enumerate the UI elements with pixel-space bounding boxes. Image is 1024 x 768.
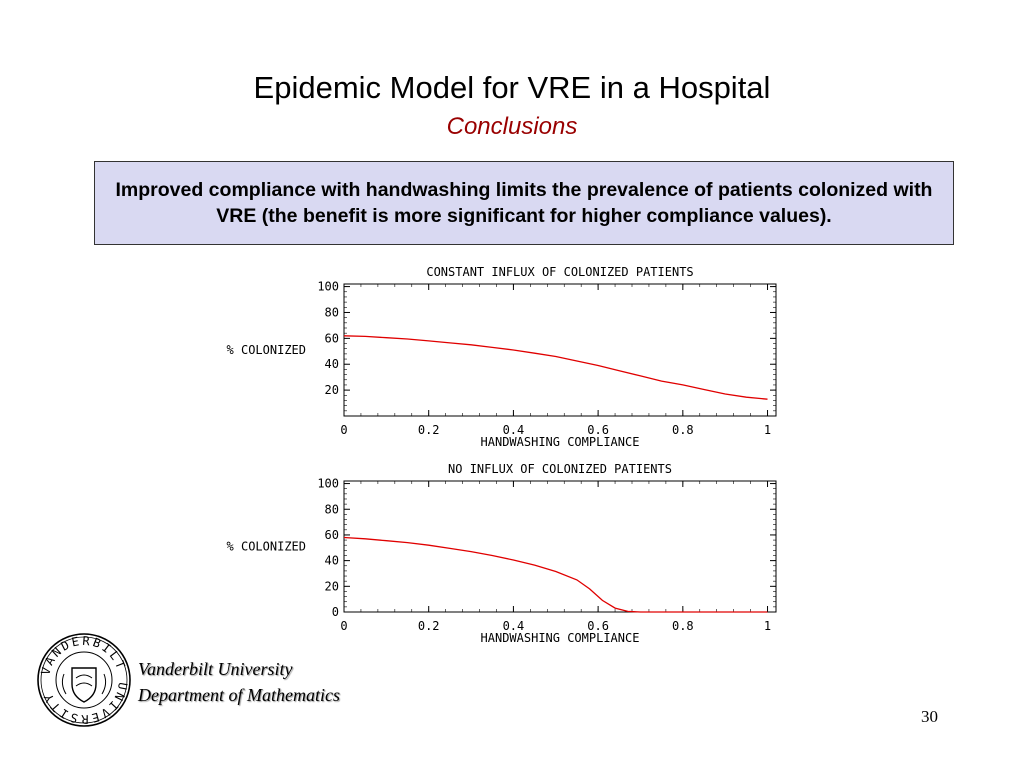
y-tick-label: 20: [325, 383, 339, 397]
conclusion-text: Improved compliance with handwashing lim…: [115, 179, 933, 227]
chart-title: CONSTANT INFLUX OF COLONIZED PATIENTS: [426, 265, 693, 279]
y-tick-label: 80: [325, 305, 339, 319]
x-tick-label: 1: [764, 423, 771, 437]
chart-title: NO INFLUX OF COLONIZED PATIENTS: [448, 462, 672, 476]
conclusion-callout: Improved compliance with handwashing lim…: [94, 161, 954, 245]
x-axis-label: HANDWASHING COMPLIANCE: [481, 435, 640, 449]
y-tick-label: 80: [325, 502, 339, 516]
x-tick-label: 0.2: [418, 619, 440, 633]
x-tick-label: 0.8: [672, 619, 694, 633]
y-tick-label: 40: [325, 554, 339, 568]
series-line: [343, 335, 768, 400]
university-seal: VANDERBILT UNIVERSITY: [36, 632, 132, 733]
y-tick-label: 20: [325, 579, 339, 593]
x-tick-label: 0.6: [587, 619, 609, 633]
slide-subtitle: Conclusions: [446, 113, 578, 140]
series-line: [343, 536, 768, 613]
x-tick-label: 0.2: [418, 423, 440, 437]
x-tick-label: 0: [340, 619, 347, 633]
x-tick-label: 0.6: [587, 423, 609, 437]
plot-frame: [343, 283, 777, 417]
plot-frame: [343, 480, 777, 613]
y-tick-label: 100: [317, 280, 339, 294]
y-tick-label: 60: [325, 331, 339, 345]
y-tick-label: 60: [325, 528, 339, 542]
y-tick-label: 0: [332, 605, 339, 619]
y-axis-label: % COLONIZED: [227, 540, 306, 554]
x-tick-label: 0.4: [503, 619, 525, 633]
footer-university: Vanderbilt University: [138, 659, 293, 679]
x-tick-label: 0: [340, 423, 347, 437]
slide-title: Epidemic Model for VRE in a Hospital: [253, 70, 771, 105]
x-tick-label: 0.8: [672, 423, 694, 437]
x-tick-label: 1: [764, 619, 771, 633]
y-axis-label: % COLONIZED: [227, 343, 306, 357]
footer-department: Department of Mathematics: [138, 685, 340, 705]
y-tick-label: 100: [317, 477, 339, 491]
y-tick-label: 40: [325, 357, 339, 371]
seal-icon: VANDERBILT UNIVERSITY: [37, 633, 131, 727]
x-axis-label: HANDWASHING COMPLIANCE: [481, 631, 640, 645]
x-tick-label: 0.4: [503, 423, 525, 437]
page-number: 30: [921, 707, 938, 726]
